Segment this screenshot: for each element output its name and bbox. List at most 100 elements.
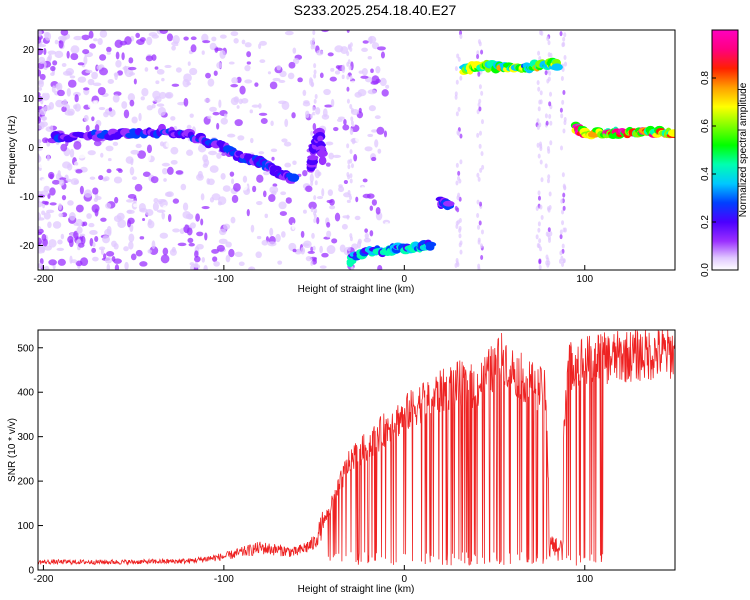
speckle-mark: [47, 120, 56, 126]
streak-mark: [457, 192, 461, 198]
speckle-mark: [123, 246, 129, 252]
streak-mark: [545, 120, 549, 126]
streak-mark: [454, 263, 458, 269]
speckle-mark: [285, 197, 292, 204]
streak-mark: [459, 159, 463, 165]
speckle-mark: [341, 64, 346, 74]
speckle-mark: [93, 140, 102, 147]
speckle-mark: [142, 191, 148, 201]
speckle-mark: [141, 87, 149, 97]
streak-mark: [312, 106, 316, 112]
streak-mark: [476, 212, 480, 218]
speckle-mark: [358, 107, 362, 114]
speckle-mark: [38, 69, 42, 77]
speckle-mark: [284, 162, 292, 168]
speckle-mark: [162, 167, 168, 175]
streak-mark: [458, 178, 462, 184]
speckle-mark: [142, 217, 146, 222]
speckle-mark: [38, 217, 45, 221]
speckle-mark: [326, 98, 331, 104]
speckle-mark: [379, 77, 387, 87]
speckle-mark: [131, 176, 138, 181]
speckle-mark: [41, 200, 49, 205]
speckle-mark: [239, 85, 246, 95]
streak-mark: [310, 207, 314, 213]
streak-mark: [563, 116, 567, 122]
streak-mark: [313, 218, 317, 224]
speckle-mark: [91, 116, 95, 122]
streak-mark: [479, 201, 483, 207]
streak-mark: [539, 30, 543, 36]
speckle-mark: [127, 93, 136, 102]
snr-panel: -200 -100 0 100 0 100 200 300 400 500: [17, 329, 676, 585]
speckle-mark: [302, 89, 307, 97]
speckle-mark: [246, 61, 251, 65]
speckle-mark: [105, 145, 114, 152]
speckle-mark: [145, 153, 151, 162]
speckle-mark: [283, 220, 288, 229]
streak-mark: [476, 199, 480, 205]
streak-mark: [349, 149, 353, 155]
speckle-mark: [133, 203, 140, 208]
speckle-mark: [85, 124, 90, 132]
speckle-mark: [207, 115, 212, 119]
speckle-mark: [251, 104, 260, 108]
speckle-mark: [109, 37, 117, 44]
colorbar-gradient: [711, 29, 739, 271]
speckle-mark: [327, 189, 333, 196]
speckle-mark: [260, 125, 269, 129]
speckle-mark: [135, 249, 143, 257]
speckle-mark: [188, 242, 195, 247]
streak-mark: [349, 103, 353, 109]
speckle-mark: [103, 176, 110, 182]
speckle-mark: [153, 198, 159, 204]
speckle-mark: [231, 77, 238, 84]
streak-mark: [349, 178, 353, 184]
speckle-mark: [161, 77, 165, 82]
streak-mark: [456, 53, 460, 59]
speckle-mark: [60, 233, 65, 240]
speckle-mark: [100, 217, 107, 222]
speckle-mark: [324, 104, 333, 108]
speckle-mark: [332, 154, 342, 159]
streak-mark: [346, 86, 350, 92]
speckle-mark: [291, 222, 296, 230]
speckle-mark: [125, 199, 134, 203]
speckle-mark: [43, 48, 47, 55]
speckle-mark: [360, 75, 369, 79]
streak-mark: [478, 84, 482, 90]
speckle-mark: [156, 103, 165, 107]
speckle-mark: [367, 133, 374, 138]
streak-mark: [562, 41, 566, 47]
speckle-mark: [368, 105, 376, 112]
speckle-mark: [249, 68, 254, 76]
speckle-mark: [163, 178, 167, 182]
speckle-mark: [261, 239, 269, 246]
speckle-mark: [207, 78, 215, 87]
speckle-mark: [270, 120, 274, 126]
speckle-mark: [161, 162, 170, 167]
speckle-mark: [278, 201, 287, 210]
speckle-mark: [302, 169, 308, 177]
speckle-mark: [325, 141, 334, 146]
speckle-mark: [284, 30, 294, 36]
streak-mark: [548, 70, 552, 76]
speckle-mark: [81, 34, 90, 41]
streak-mark: [538, 238, 542, 244]
speckle-mark: [41, 210, 46, 216]
speckle-mark: [156, 209, 166, 213]
speckle-mark: [41, 178, 48, 187]
streak-mark: [539, 204, 543, 210]
streak-mark: [546, 78, 550, 84]
streak-mark: [544, 113, 548, 119]
streak-mark: [458, 225, 462, 231]
speckle-mark: [87, 150, 96, 156]
streak-mark: [539, 99, 543, 105]
streak-mark: [347, 164, 351, 170]
streak-mark: [537, 190, 541, 196]
speckle-mark: [360, 186, 365, 193]
speckle-mark: [135, 32, 141, 38]
speckle-mark: [115, 51, 120, 60]
speckle-mark: [146, 105, 153, 111]
streak-mark: [313, 195, 317, 201]
